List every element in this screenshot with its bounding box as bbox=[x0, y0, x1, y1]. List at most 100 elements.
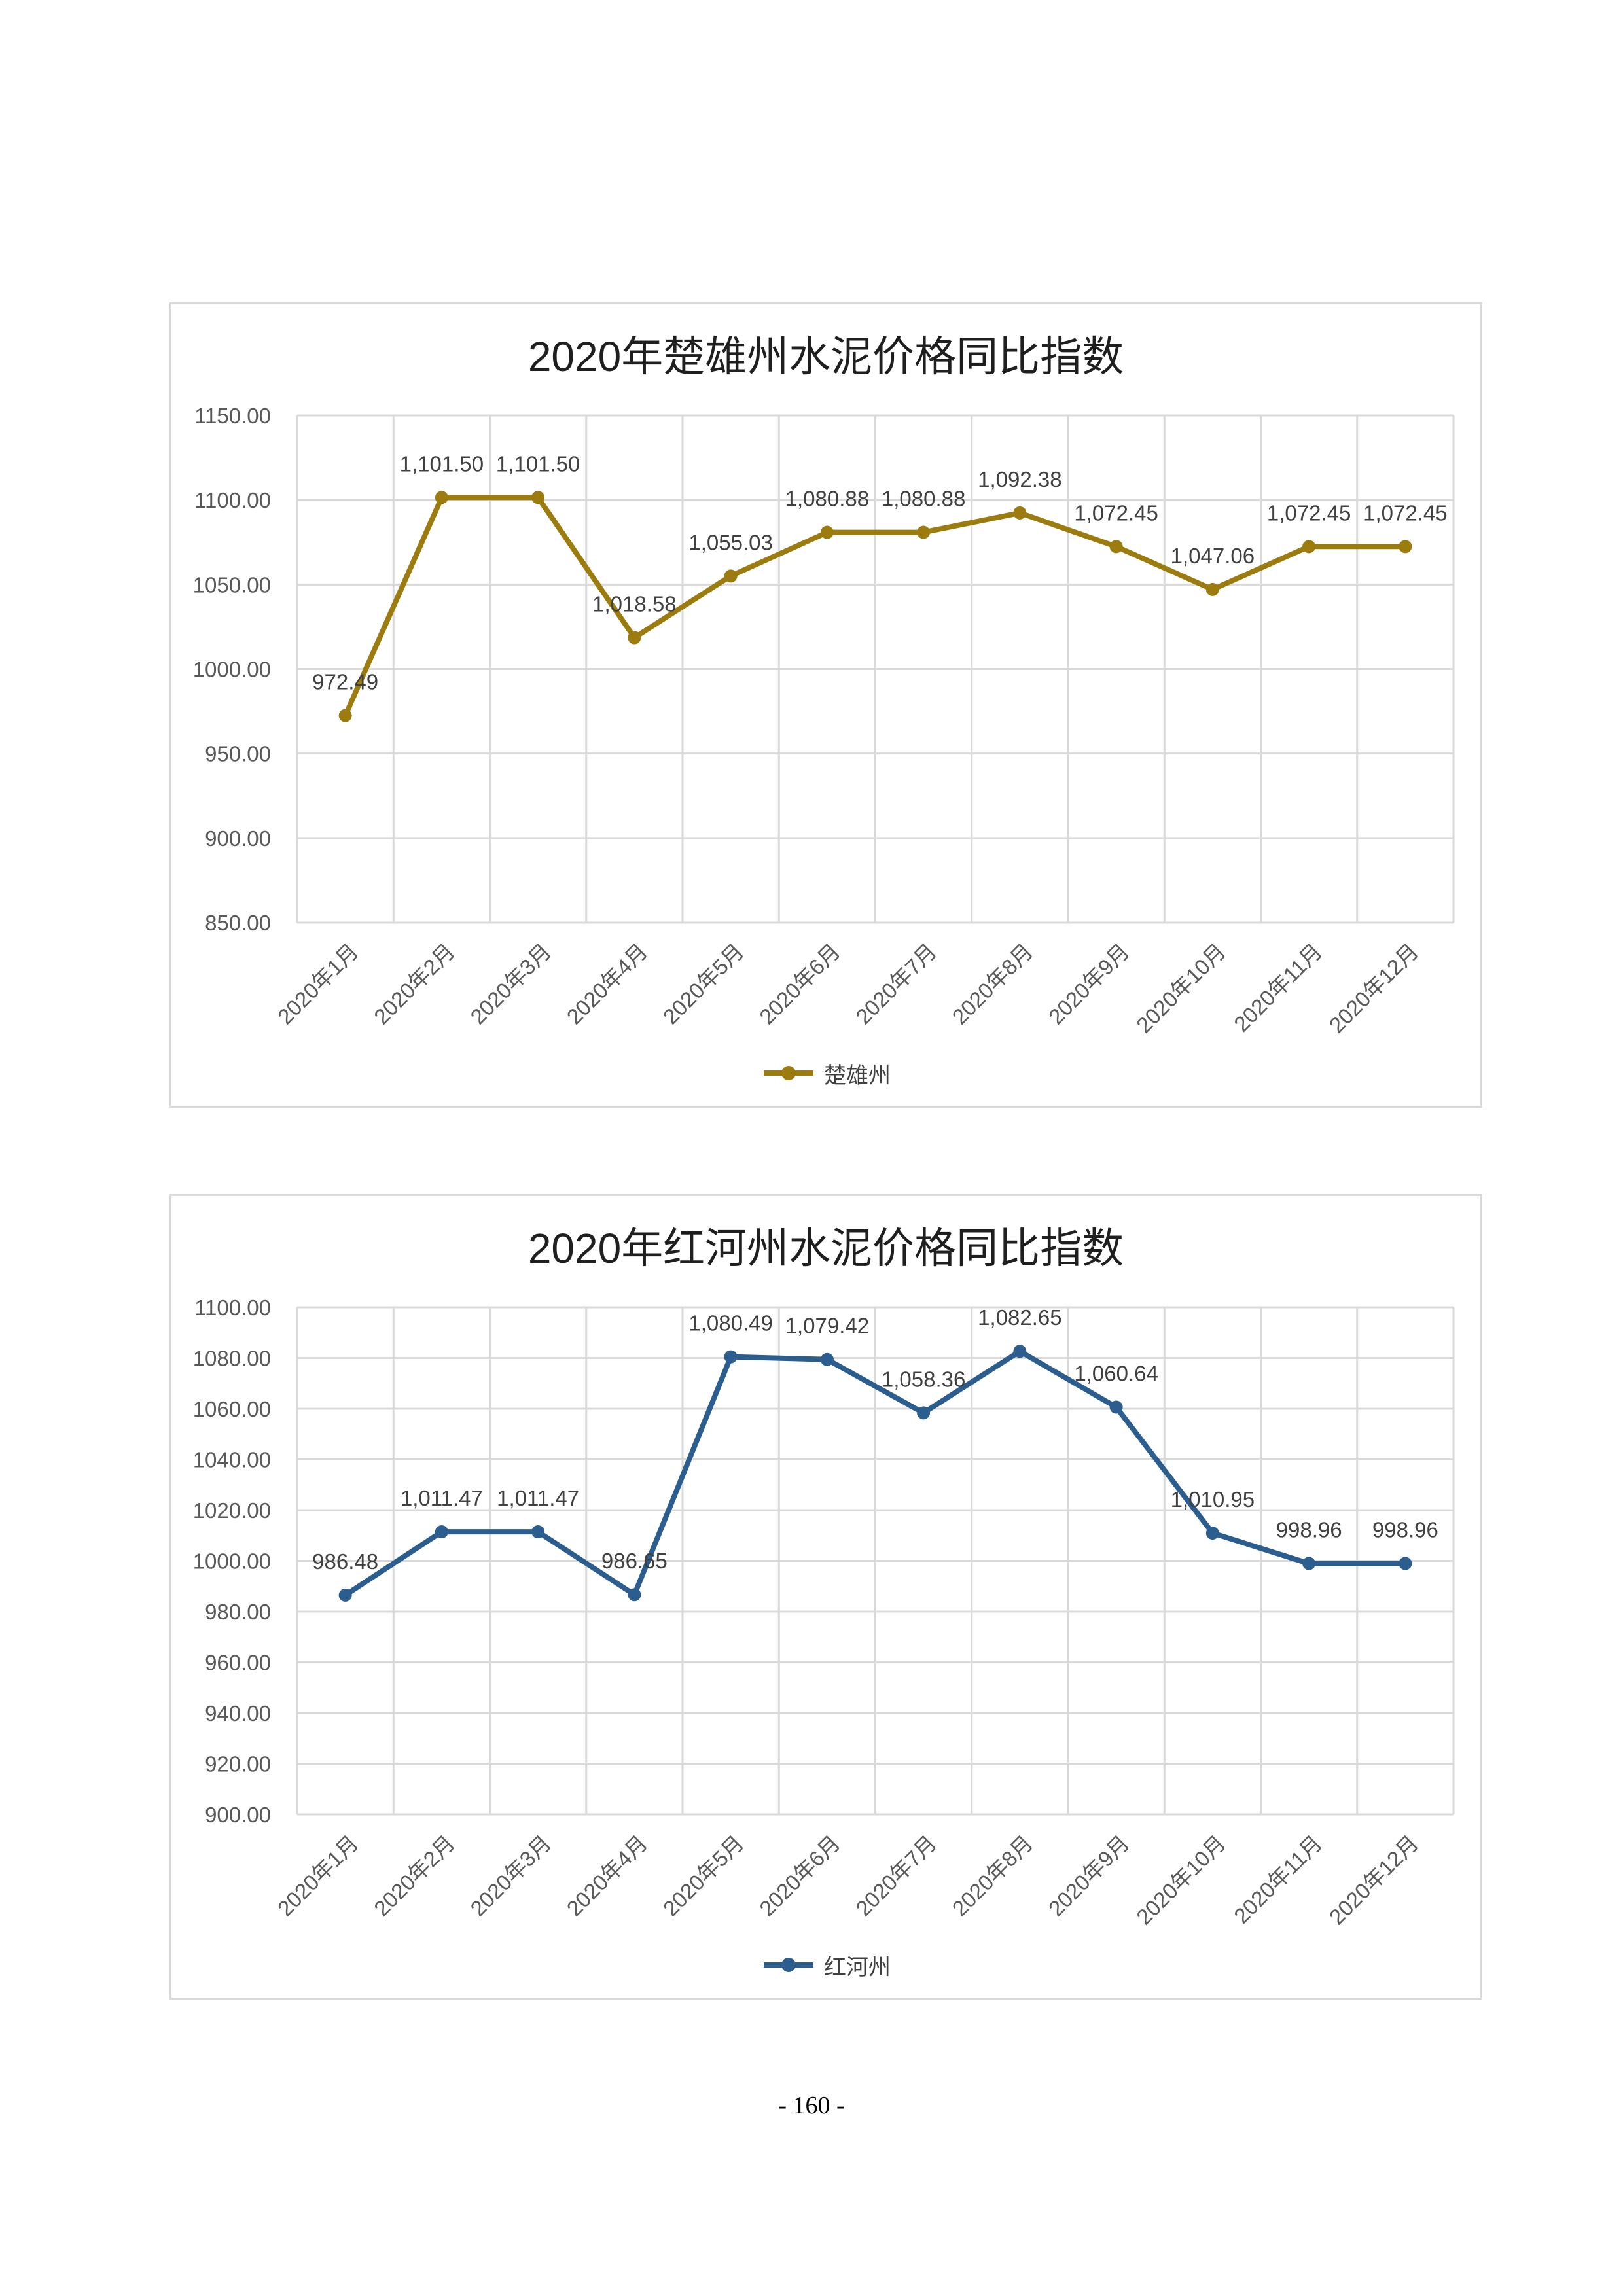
x-tick-label: 2020年8月 bbox=[948, 1831, 1038, 1921]
legend: 楚雄州 bbox=[764, 1057, 891, 1089]
x-tick-label: 2020年7月 bbox=[851, 939, 941, 1029]
legend-line-marker bbox=[764, 1958, 813, 1972]
y-tick-label: 1020.00 bbox=[193, 1498, 271, 1523]
legend-dot bbox=[781, 1958, 796, 1972]
data-point bbox=[724, 569, 738, 583]
data-label: 1,072.45 bbox=[1267, 501, 1351, 525]
data-point bbox=[1205, 582, 1219, 596]
x-tick-label: 2020年3月 bbox=[465, 939, 556, 1029]
data-label: 1,018.58 bbox=[592, 592, 676, 616]
data-label: 1,092.38 bbox=[978, 467, 1061, 491]
y-tick-label: 1150.00 bbox=[194, 404, 271, 428]
y-tick-label: 1100.00 bbox=[194, 1296, 271, 1320]
x-tick-label: 2020年7月 bbox=[851, 1831, 941, 1921]
chart-chuxiong: 2020年楚雄州水泥价格同比指数 850.00 900.00 950.00 1000.… bbox=[169, 302, 1482, 1108]
y-tick-label: 1080.00 bbox=[193, 1347, 271, 1371]
y-tick-label: 900.00 bbox=[205, 826, 271, 851]
y-tick-label: 1050.00 bbox=[193, 573, 271, 597]
data-point bbox=[1302, 540, 1316, 554]
legend: 红河州 bbox=[764, 1949, 891, 1981]
y-tick-label: 920.00 bbox=[205, 1752, 271, 1776]
data-point bbox=[435, 491, 448, 504]
x-tick-label: 2020年10月 bbox=[1132, 1831, 1230, 1930]
x-tick-label: 2020年9月 bbox=[1044, 939, 1134, 1029]
data-point bbox=[531, 1525, 545, 1539]
data-label: 1,055.03 bbox=[688, 530, 772, 554]
data-point bbox=[338, 1588, 352, 1602]
y-tick-label: 850.00 bbox=[205, 911, 271, 935]
data-point bbox=[1013, 506, 1027, 520]
data-label: 998.96 bbox=[1276, 1518, 1342, 1542]
y-tick-label: 1000.00 bbox=[193, 658, 271, 682]
series-line bbox=[344, 1349, 1406, 1598]
legend-label: 楚雄州 bbox=[824, 1063, 891, 1088]
chart-title: 2020年红河州水泥价格同比指数 bbox=[527, 1225, 1124, 1272]
data-point bbox=[531, 491, 545, 504]
data-point bbox=[628, 631, 641, 645]
y-tick-label: 1000.00 bbox=[193, 1549, 271, 1574]
data-label: 1,080.88 bbox=[882, 487, 965, 511]
data-label: 972.49 bbox=[312, 670, 378, 694]
data-label: 1,079.42 bbox=[785, 1314, 869, 1338]
line-chart-plot: 900.00 920.00 940.00 960.00 980.00 1000.00 102… bbox=[193, 1296, 1455, 1930]
x-tick-label: 2020年2月 bbox=[369, 939, 459, 1029]
data-point bbox=[435, 1525, 448, 1539]
data-point bbox=[1109, 1400, 1123, 1414]
legend-label: 红河州 bbox=[824, 1954, 891, 1980]
x-tick-label: 2020年8月 bbox=[948, 939, 1038, 1029]
y-tick-label: 940.00 bbox=[205, 1701, 271, 1725]
chart-title: 2020年楚雄州水泥价格同比指数 bbox=[527, 333, 1124, 380]
x-tick-label: 2020年6月 bbox=[755, 1831, 845, 1921]
data-point bbox=[1399, 540, 1412, 554]
data-point bbox=[1013, 1345, 1027, 1358]
x-tick-label: 2020年1月 bbox=[273, 1831, 363, 1921]
data-label: 1,101.50 bbox=[496, 451, 580, 476]
data-point bbox=[1205, 1527, 1219, 1540]
data-point bbox=[1399, 1557, 1412, 1570]
data-point bbox=[1302, 1557, 1316, 1570]
y-tick-label: 960.00 bbox=[205, 1651, 271, 1675]
data-label: 1,058.36 bbox=[882, 1367, 965, 1391]
x-tick-label: 2020年10月 bbox=[1132, 939, 1230, 1038]
x-tick-label: 2020年5月 bbox=[658, 1831, 749, 1921]
legend-dot bbox=[781, 1066, 796, 1080]
y-tick-label: 1060.00 bbox=[193, 1397, 271, 1421]
x-tick-label: 2020年11月 bbox=[1229, 1831, 1327, 1928]
x-tick-label: 2020年9月 bbox=[1044, 1831, 1134, 1921]
y-tick-label: 900.00 bbox=[205, 1803, 271, 1827]
data-label: 986.48 bbox=[312, 1549, 378, 1574]
line-chart-plot: 850.00 900.00 950.00 1000.00 1050.00 1100.00 1… bbox=[193, 404, 1455, 1038]
data-label: 1,072.45 bbox=[1363, 501, 1447, 525]
data-point bbox=[917, 525, 931, 539]
series-line bbox=[342, 495, 1406, 717]
data-label: 1,060.64 bbox=[1074, 1362, 1158, 1386]
x-tick-label: 2020年11月 bbox=[1229, 939, 1327, 1036]
x-tick-label: 2020年4月 bbox=[562, 1831, 652, 1921]
y-tick-label: 950.00 bbox=[205, 742, 271, 766]
y-tick-label: 980.00 bbox=[205, 1600, 271, 1624]
data-point bbox=[628, 1588, 641, 1602]
data-point bbox=[820, 1352, 834, 1366]
data-label: 1,011.47 bbox=[401, 1486, 483, 1510]
page-number: - 160 - bbox=[778, 2092, 845, 2119]
data-label: 1,101.50 bbox=[400, 451, 484, 476]
y-tick-label: 1100.00 bbox=[194, 488, 271, 512]
data-point bbox=[724, 1350, 738, 1364]
x-tick-label: 2020年12月 bbox=[1325, 1831, 1423, 1930]
x-tick-label: 2020年4月 bbox=[562, 939, 652, 1029]
data-label: 1,082.65 bbox=[978, 1305, 1061, 1330]
data-label: 1,047.06 bbox=[1171, 544, 1255, 568]
legend-line-marker bbox=[764, 1066, 813, 1080]
x-tick-label: 2020年12月 bbox=[1325, 939, 1423, 1038]
x-tick-label: 2020年5月 bbox=[658, 939, 749, 1029]
data-point bbox=[917, 1406, 931, 1420]
data-point bbox=[338, 709, 352, 722]
data-label: 1,080.88 bbox=[785, 487, 869, 511]
data-label: 1,010.95 bbox=[1171, 1487, 1255, 1511]
x-tick-label: 2020年1月 bbox=[273, 939, 363, 1029]
data-point bbox=[820, 525, 834, 539]
data-point bbox=[1109, 540, 1123, 554]
data-label: 1,011.47 bbox=[497, 1486, 579, 1510]
y-tick-label: 1040.00 bbox=[193, 1448, 271, 1472]
data-label: 1,080.49 bbox=[688, 1311, 772, 1335]
